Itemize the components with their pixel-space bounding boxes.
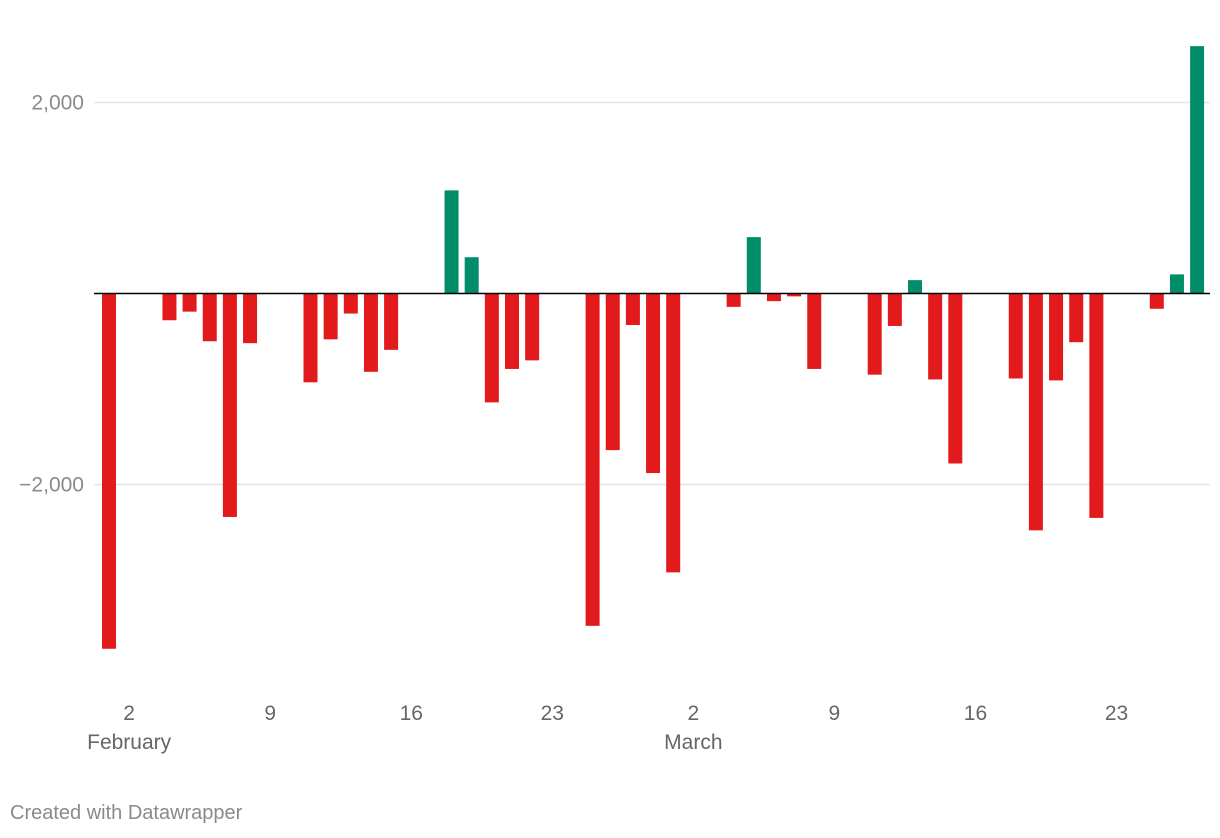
gridlines (94, 101, 1210, 486)
bar (1190, 46, 1205, 294)
bar (948, 293, 963, 464)
bar (1149, 293, 1164, 309)
bar (908, 280, 922, 294)
bar (787, 293, 802, 297)
bars (102, 46, 1205, 649)
x-tick-label: 9 (829, 702, 841, 725)
x-tick-label: 16 (964, 702, 987, 725)
x-tick-label: 23 (541, 702, 564, 725)
bar (1049, 293, 1064, 381)
y-tick-label: 2,000 (31, 92, 84, 115)
bar (1089, 293, 1104, 518)
x-axis-ticks: 2 9 16 23 2 9 16 23 (123, 702, 1128, 725)
bar (162, 293, 177, 321)
bar (505, 293, 519, 369)
bar (807, 293, 822, 369)
bar (605, 293, 620, 451)
bar (484, 293, 499, 403)
bar (1008, 293, 1023, 379)
bar (646, 293, 661, 474)
bar (384, 293, 399, 350)
bar (525, 293, 540, 361)
bar (585, 293, 600, 626)
bar (323, 293, 338, 340)
x-tick-label: 23 (1105, 702, 1128, 725)
x-tick-label: 2 (123, 702, 135, 725)
bar (1028, 293, 1043, 531)
bar (1169, 274, 1184, 294)
bar (928, 293, 943, 380)
bar (464, 257, 479, 294)
bar (444, 190, 459, 294)
bar (1069, 293, 1084, 343)
bar (202, 293, 217, 342)
bar-chart: 2,000 −2,000 2 9 16 23 2 9 16 23 February March (19, 46, 1210, 754)
bar (303, 293, 318, 383)
bar (182, 293, 197, 312)
datawrapper-credit: Created with Datawrapper (10, 802, 243, 824)
bar (243, 293, 258, 344)
month-label: February (87, 731, 172, 754)
x-tick-label: 16 (400, 702, 423, 725)
bar (726, 293, 741, 307)
y-axis-ticks: 2,000 −2,000 (19, 92, 84, 497)
x-tick-label: 2 (688, 702, 700, 725)
bar (363, 293, 378, 372)
bar (222, 293, 237, 517)
month-labels: February March (87, 731, 722, 754)
y-tick-label: −2,000 (19, 474, 84, 497)
bar (746, 237, 761, 294)
bar (867, 293, 882, 375)
bar (625, 293, 640, 326)
bar (102, 293, 116, 649)
bar (343, 293, 358, 314)
bar (666, 293, 681, 573)
bar (887, 293, 902, 326)
x-tick-label: 9 (264, 702, 276, 725)
month-label: March (664, 731, 722, 754)
bar (766, 293, 781, 302)
